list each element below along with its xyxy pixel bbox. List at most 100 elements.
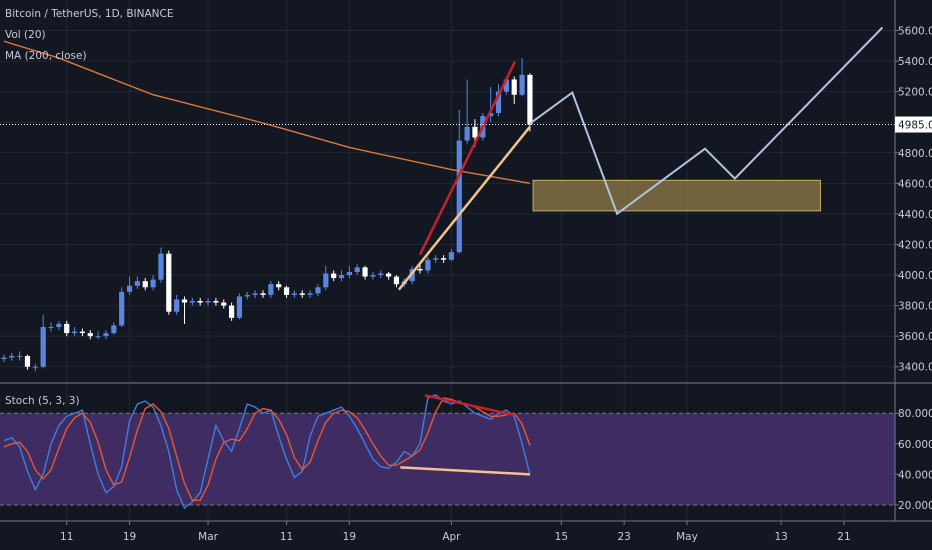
candle-body bbox=[331, 273, 337, 279]
candle-body bbox=[393, 276, 400, 285]
candle-body bbox=[354, 267, 360, 272]
trendline bbox=[397, 125, 531, 291]
moving-average bbox=[3, 40, 531, 185]
candle-body bbox=[134, 281, 140, 286]
symbol-title: Bitcoin / TetherUS, 1D, BINANCE bbox=[5, 8, 173, 20]
grid bbox=[0, 0, 895, 521]
candle-body bbox=[511, 79, 517, 95]
candle-body bbox=[307, 293, 313, 295]
candle-body bbox=[221, 302, 227, 306]
candle-body bbox=[79, 331, 86, 334]
x-tick-label: Apr bbox=[442, 531, 461, 543]
x-tick-label: 19 bbox=[123, 531, 136, 543]
candle-body bbox=[378, 273, 384, 276]
candle-body bbox=[488, 113, 494, 117]
candle-body bbox=[56, 323, 62, 327]
candle-body bbox=[346, 271, 352, 276]
candle-body bbox=[213, 301, 219, 303]
x-tick-label: 23 bbox=[617, 531, 630, 543]
candle-body bbox=[503, 79, 509, 92]
candle-body bbox=[95, 336, 101, 338]
labels: 3400.00 3600.00 3800.00 4000.00 4200.00 4400.… bbox=[60, 26, 932, 543]
candle-body bbox=[433, 258, 439, 260]
y-tick-label: 5600.00 bbox=[898, 26, 932, 38]
candle-body bbox=[174, 299, 180, 312]
y-tick-label: 20.0000 bbox=[898, 500, 932, 512]
x-tick-label: Mar bbox=[198, 531, 218, 543]
candle-body bbox=[362, 267, 368, 277]
candle-body bbox=[495, 91, 502, 114]
y-tick-label: 4600.00 bbox=[898, 178, 932, 190]
y-tick-label: 3600.00 bbox=[898, 331, 932, 343]
candle-body bbox=[32, 366, 38, 368]
x-tick-label: 19 bbox=[343, 531, 356, 543]
x-tick-label: 11 bbox=[60, 531, 73, 543]
candle-body bbox=[64, 323, 70, 334]
candle-body bbox=[260, 293, 266, 295]
y-tick-label: 60.0000 bbox=[898, 439, 932, 451]
candle-body bbox=[150, 279, 156, 288]
y-tick-label: 4200.00 bbox=[898, 239, 932, 251]
candle-body bbox=[236, 296, 243, 318]
candle-body bbox=[205, 301, 211, 303]
candle-body bbox=[283, 287, 290, 295]
y-tick-label: 80.0000 bbox=[898, 408, 932, 420]
candle-body bbox=[197, 301, 203, 303]
candle-body bbox=[9, 356, 15, 358]
candle-body bbox=[229, 305, 235, 318]
candle-body bbox=[472, 126, 478, 138]
y-tick-label: 4000.00 bbox=[898, 270, 932, 282]
volume-legend: Vol (20) bbox=[5, 29, 46, 41]
candle-body bbox=[464, 126, 470, 141]
candle-body bbox=[244, 294, 250, 297]
trendline bbox=[424, 394, 516, 417]
candle-body bbox=[338, 275, 345, 279]
last-price-badge bbox=[895, 116, 932, 133]
candle-body bbox=[158, 253, 164, 280]
candle-body bbox=[448, 252, 455, 260]
trendline bbox=[400, 466, 531, 476]
candle-body bbox=[166, 253, 172, 312]
y-tick-label: 40.0000 bbox=[898, 469, 932, 481]
candle-body bbox=[24, 356, 31, 367]
candle-body bbox=[189, 301, 195, 303]
candle-body bbox=[440, 258, 447, 260]
x-tick-label: 21 bbox=[837, 531, 850, 543]
candle-body bbox=[315, 287, 321, 294]
candle-body bbox=[103, 333, 109, 337]
y-tick-label: 3800.00 bbox=[898, 301, 932, 313]
projection-path bbox=[529, 26, 884, 216]
trendline bbox=[418, 61, 517, 256]
candle-body bbox=[323, 273, 329, 288]
marks bbox=[0, 26, 895, 510]
y-tick-label: 5400.00 bbox=[898, 56, 932, 68]
stoch-band bbox=[0, 413, 895, 505]
y-tick-label: 5200.00 bbox=[898, 87, 932, 99]
candle-body bbox=[40, 326, 46, 367]
x-tick-label: 11 bbox=[280, 531, 293, 543]
candle-body bbox=[48, 326, 54, 328]
candle-body bbox=[252, 293, 258, 295]
candle-body bbox=[111, 325, 117, 334]
candle-body bbox=[268, 284, 274, 295]
candle-body bbox=[425, 259, 431, 271]
ma-legend: MA (200, close) bbox=[5, 50, 87, 62]
x-tick-label: 15 bbox=[555, 531, 568, 543]
y-tick-label: 4400.00 bbox=[898, 209, 932, 221]
candle-body bbox=[276, 284, 282, 288]
candle-body bbox=[119, 291, 125, 326]
candle-body bbox=[1, 357, 7, 360]
candle-body bbox=[181, 299, 188, 303]
candle-body bbox=[386, 273, 392, 277]
last-price-label: 4985.07 bbox=[898, 120, 932, 132]
candle-body bbox=[527, 74, 533, 125]
candle-body bbox=[291, 293, 298, 295]
y-tick-label: 4800.00 bbox=[898, 148, 932, 160]
candle-body bbox=[142, 281, 148, 288]
candle-body bbox=[87, 333, 93, 337]
x-tick-label: May bbox=[676, 531, 698, 543]
candle-body bbox=[417, 268, 423, 271]
y-tick-label: 3400.00 bbox=[898, 362, 932, 374]
stoch-legend: Stoch (5, 3, 3) bbox=[5, 395, 80, 407]
